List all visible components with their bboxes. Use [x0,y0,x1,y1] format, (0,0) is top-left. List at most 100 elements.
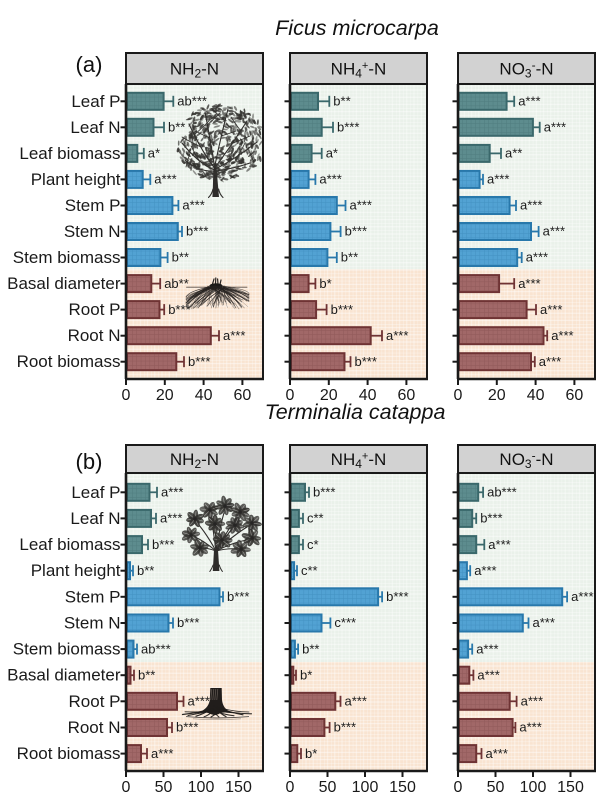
svg-text:a***: a*** [543,224,565,239]
svg-text:150: 150 [225,779,252,796]
svg-text:b***: b*** [313,485,335,500]
svg-text:c***: c*** [334,615,356,630]
svg-text:b*: b* [305,746,317,761]
svg-text:a***: a*** [519,720,541,735]
svg-text:Basal diameter: Basal diameter [7,666,121,685]
svg-text:a***: a*** [551,328,573,343]
svg-text:Root biomass: Root biomass [17,744,121,763]
svg-text:a*: a* [326,146,338,161]
svg-text:b**: b** [333,94,350,109]
svg-text:a***: a*** [533,615,555,630]
svg-text:b**: b** [168,120,185,135]
svg-text:a***: a*** [160,511,182,526]
svg-text:a***: a*** [540,302,562,317]
svg-text:a***: a*** [182,198,204,213]
svg-text:NH2-N: NH2-N [170,450,219,471]
svg-text:a***: a*** [488,537,510,552]
svg-text:b**: b** [302,641,319,656]
svg-text:60: 60 [234,387,252,404]
svg-text:Stem P: Stem P [65,196,121,215]
svg-text:60: 60 [398,387,416,404]
svg-text:a***: a*** [474,563,496,578]
svg-text:c*: c* [307,537,319,552]
svg-text:ab**: ab** [164,276,189,291]
svg-text:40: 40 [359,387,377,404]
svg-text:a***: a*** [345,694,367,709]
svg-text:c**: c** [301,563,318,578]
svg-text:b**: b** [138,667,155,682]
svg-text:NO3--N: NO3--N [499,58,553,80]
svg-text:50: 50 [155,779,173,796]
svg-text:b***: b*** [188,354,210,369]
svg-text:Basal diameter: Basal diameter [7,274,121,293]
svg-text:a***: a*** [518,276,540,291]
svg-text:a***: a*** [520,198,542,213]
svg-text:b*: b* [319,276,331,291]
svg-text:a***: a*** [223,328,245,343]
svg-text:Root N: Root N [68,326,121,345]
svg-text:a***: a*** [350,198,372,213]
svg-text:NH4+-N: NH4+-N [331,60,387,81]
svg-text:20: 20 [156,387,174,404]
svg-text:100: 100 [352,779,379,796]
svg-text:0: 0 [454,779,463,796]
svg-text:100: 100 [188,779,215,796]
svg-text:a***: a*** [151,746,173,761]
svg-text:a***: a*** [386,328,408,343]
svg-text:c**: c** [307,511,324,526]
svg-text:a*: a* [148,146,160,161]
svg-text:a***: a*** [526,250,548,265]
svg-text:a***: a*** [154,172,176,187]
svg-text:Leaf P: Leaf P [71,483,120,502]
svg-text:Root N: Root N [68,718,121,737]
svg-text:b***: b*** [168,302,190,317]
svg-text:Stem N: Stem N [64,222,121,241]
svg-text:Leaf N: Leaf N [70,118,120,137]
svg-text:a***: a*** [486,746,508,761]
svg-text:a***: a*** [521,694,543,709]
svg-text:50: 50 [319,779,337,796]
svg-text:Root P: Root P [69,300,121,319]
svg-text:b***: b*** [152,537,174,552]
svg-text:Terminalia catappa: Terminalia catappa [265,400,446,424]
svg-text:b***: b*** [386,589,408,604]
svg-text:0: 0 [454,387,463,404]
svg-text:ab***: ab*** [141,641,171,656]
svg-text:ab***: ab*** [487,485,517,500]
svg-text:a**: a** [505,146,522,161]
svg-text:Leaf N: Leaf N [70,509,120,528]
svg-text:b***: b*** [337,120,359,135]
svg-text:b***: b*** [186,224,208,239]
svg-text:b**: b** [341,250,358,265]
svg-text:a***: a*** [487,172,509,187]
svg-text:0: 0 [286,779,295,796]
svg-text:a***: a*** [477,667,499,682]
svg-text:b***: b*** [227,589,249,604]
svg-text:a***: a*** [518,94,540,109]
svg-text:50: 50 [487,779,505,796]
svg-text:b***: b*** [334,720,356,735]
svg-text:b**: b** [172,250,189,265]
svg-text:Stem N: Stem N [64,614,121,633]
svg-text:ab***: ab*** [177,94,207,109]
svg-text:Ficus microcarpa: Ficus microcarpa [275,16,439,40]
svg-text:Leaf biomass: Leaf biomass [19,144,120,163]
svg-text:20: 20 [320,387,338,404]
svg-text:0: 0 [286,387,295,404]
svg-text:150: 150 [389,779,416,796]
svg-text:0: 0 [122,387,131,404]
svg-text:b***: b*** [355,354,377,369]
svg-text:a***: a*** [539,354,561,369]
svg-text:NH2-N: NH2-N [170,60,219,81]
svg-text:0: 0 [122,779,131,796]
svg-text:Plant height: Plant height [31,561,121,580]
svg-text:40: 40 [195,387,213,404]
svg-text:a***: a*** [476,641,498,656]
svg-text:100: 100 [520,779,547,796]
svg-text:Root P: Root P [69,692,121,711]
svg-text:a***: a*** [188,694,210,709]
svg-text:b***: b*** [176,720,198,735]
svg-text:a***: a*** [161,485,183,500]
svg-text:Leaf biomass: Leaf biomass [19,535,120,554]
svg-text:Leaf P: Leaf P [71,92,120,111]
